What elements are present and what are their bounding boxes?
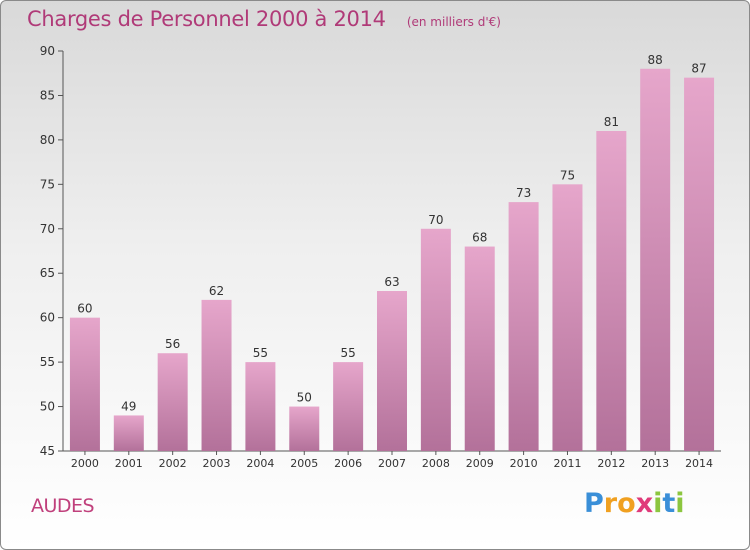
logo-letter: t — [662, 488, 676, 519]
bar-value-label: 81 — [604, 115, 619, 129]
bar-value-label: 50 — [297, 391, 312, 405]
x-tick-label: 2002 — [159, 457, 187, 470]
chart-subtitle: (en milliers d'€) — [406, 15, 501, 29]
y-tick-label: 70 — [40, 222, 55, 236]
bar-value-label: 49 — [121, 399, 136, 413]
logo-letter: r — [603, 488, 618, 519]
bar — [420, 228, 451, 451]
y-tick-label: 60 — [40, 311, 55, 325]
y-tick-label: 80 — [40, 133, 55, 147]
bar-value-label: 87 — [691, 62, 706, 76]
chart-header: Charges de Personnel 2000 à 2014 (en mil… — [27, 7, 501, 31]
bar-value-label: 55 — [253, 346, 268, 360]
bar — [377, 291, 407, 451]
bar-value-label: 75 — [560, 168, 575, 182]
x-tick-label: 2003 — [203, 457, 231, 470]
y-tick-label: 90 — [40, 44, 55, 58]
bar-value-label: 56 — [165, 337, 180, 351]
x-tick-label: 2000 — [71, 457, 99, 470]
bar-value-label: 60 — [77, 302, 92, 316]
y-tick-label: 45 — [40, 444, 55, 458]
x-tick-label: 2008 — [422, 457, 450, 470]
axes: 45 50 55 60 65 70 75 80 85 90 2000 2001 2002 2003 2004… — [40, 44, 721, 470]
bar — [596, 131, 627, 451]
logo-letter: i — [653, 488, 663, 519]
y-tick-label: 85 — [40, 88, 55, 102]
bar-value-label: 73 — [516, 186, 531, 200]
bar-value-label: 88 — [648, 53, 663, 67]
bar-value-label: 62 — [209, 284, 224, 298]
bar — [69, 317, 100, 451]
bar — [157, 353, 188, 451]
proxiti-logo[interactable]: Proxiti — [584, 488, 685, 519]
bar-value-label: 70 — [428, 213, 443, 227]
x-tick-label: 2011 — [553, 457, 581, 470]
bar-value-label: 63 — [384, 275, 399, 289]
y-tick-label: 75 — [40, 177, 55, 191]
x-tick-label: 2001 — [115, 457, 143, 470]
bar — [464, 246, 495, 451]
x-tick-label: 2004 — [246, 457, 274, 470]
logo-letter: P — [584, 488, 604, 519]
bar-value-label: 68 — [472, 231, 487, 245]
x-tick-label: 2012 — [597, 457, 625, 470]
x-tick-label: 2013 — [641, 457, 669, 470]
bar — [333, 362, 364, 451]
bars: 60 49 56 62 55 50 55 63 70 68 73 75 81 88 87 — [69, 53, 715, 452]
chart-title: Charges de Personnel 2000 à 2014 — [27, 7, 386, 31]
logo-letter: o — [617, 488, 636, 519]
x-tick-label: 2014 — [685, 457, 713, 470]
bar — [289, 406, 320, 451]
x-tick-label: 2005 — [290, 457, 318, 470]
bar — [245, 362, 276, 451]
bar — [640, 68, 671, 452]
x-tick-label: 2009 — [466, 457, 494, 470]
bar — [201, 299, 232, 451]
bar — [113, 415, 144, 451]
logo-letter: x — [635, 488, 654, 519]
y-tick-label: 55 — [40, 355, 55, 369]
bar — [552, 184, 583, 452]
bar — [508, 202, 539, 451]
x-tick-label: 2010 — [510, 457, 538, 470]
bar — [684, 77, 715, 452]
y-tick-label: 65 — [40, 266, 55, 280]
y-tick-label: 50 — [40, 400, 55, 414]
logo-letter: i — [675, 488, 685, 519]
x-tick-label: 2006 — [334, 457, 362, 470]
location-label: AUDES — [31, 495, 95, 517]
bar-value-label: 55 — [340, 346, 355, 360]
x-tick-label: 2007 — [378, 457, 406, 470]
